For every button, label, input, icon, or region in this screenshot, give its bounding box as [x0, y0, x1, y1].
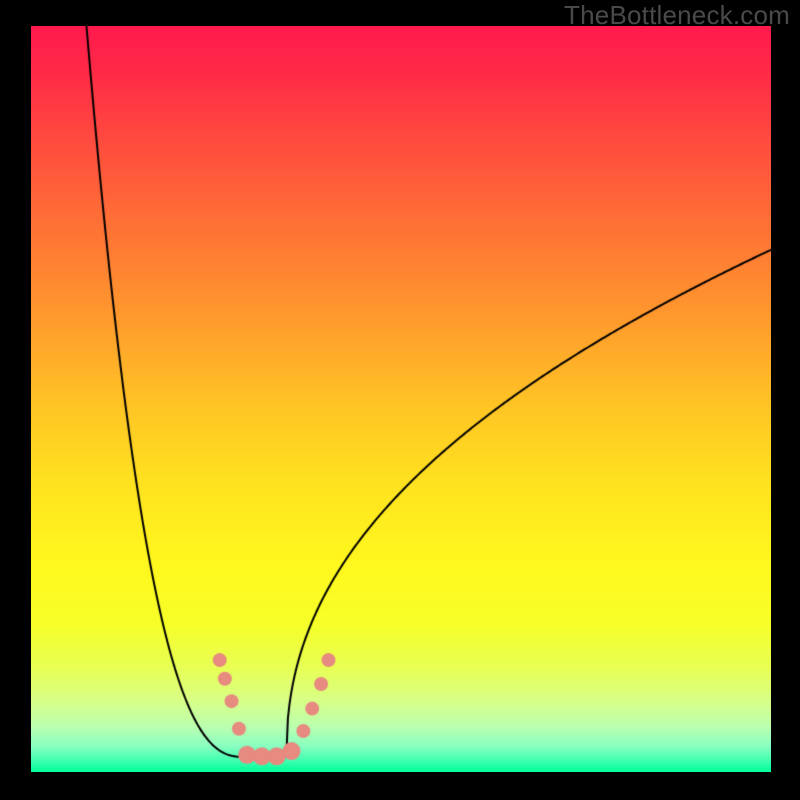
watermark-text: TheBottleneck.com [564, 0, 790, 31]
bottleneck-curve-chart [0, 0, 800, 800]
